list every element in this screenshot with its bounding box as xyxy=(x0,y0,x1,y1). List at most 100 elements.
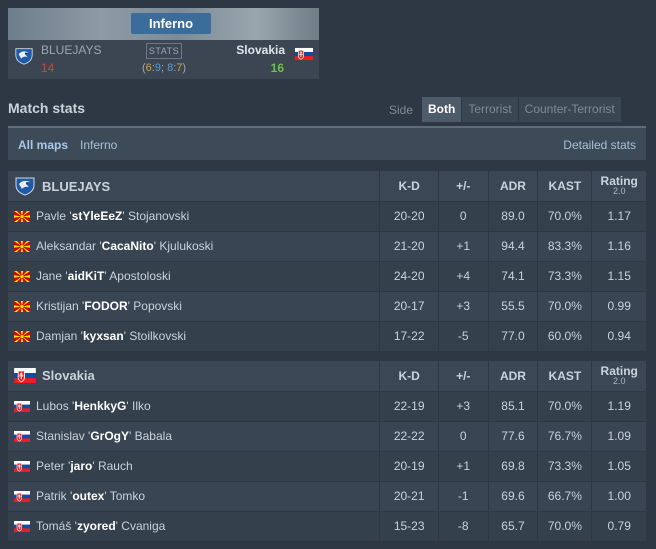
team2-name: Slovakia xyxy=(236,43,285,57)
player-last-name: ' Babala xyxy=(129,429,172,443)
table-row: Kristijan 'FODOR' Popovski 20-17 +3 55.5 70.… xyxy=(8,290,646,321)
rating-cell: 1.19 xyxy=(591,390,646,421)
player-last-name: ' Kjulukoski xyxy=(153,239,214,253)
player-cell[interactable]: Kristijan 'FODOR' Popovski xyxy=(8,290,380,321)
slovakia-flag-icon xyxy=(14,521,30,532)
rating-cell: 1.09 xyxy=(591,420,646,451)
rating-cell: 1.05 xyxy=(591,450,646,481)
player-nickname: zyored xyxy=(76,519,116,534)
player-last-name: ' Rauch xyxy=(92,459,133,473)
rating-cell: 1.17 xyxy=(591,200,646,231)
adr-cell: 55.5 xyxy=(487,290,538,321)
slovakia-flag-icon xyxy=(14,431,30,442)
kast-cell: 76.7% xyxy=(537,420,592,451)
side-ct-button[interactable]: Counter-Terrorist xyxy=(518,97,622,122)
player-last-name: ' Popovski xyxy=(127,299,182,313)
player-last-name: ' Ilko xyxy=(126,399,151,413)
player-nickname: kyxsan xyxy=(82,329,124,344)
side-both-button[interactable]: Both xyxy=(422,97,463,122)
table-row: Stanislav 'GrOgY' Babala 22-22 0 77.6 76.7% 1… xyxy=(8,420,646,451)
kd-cell: 15-23 xyxy=(379,510,439,541)
adr-cell: 69.8 xyxy=(487,450,538,481)
plus-minus-header: +/- xyxy=(437,171,489,201)
player-last-name: ' Apostoloski xyxy=(104,269,171,283)
side-label: Side xyxy=(389,103,414,117)
team2-score: 16 xyxy=(270,61,284,75)
table-row: Jane 'aidKiT' Apostoloski 24-20 +4 74.1 73.3… xyxy=(8,260,646,291)
kd-cell: 20-17 xyxy=(379,290,439,321)
kd-header: K-D xyxy=(379,171,439,201)
team-name[interactable]: Slovakia xyxy=(42,368,95,384)
macedonia-flag-icon xyxy=(14,271,30,282)
kast-header: KAST xyxy=(537,171,592,201)
kast-cell: 73.3% xyxy=(537,450,592,481)
map-result-card[interactable]: Inferno BLUEJAYS 14 STATS (6:9; 8:7) Slo… xyxy=(8,8,319,79)
player-nickname: GrOgY xyxy=(90,429,129,443)
team-stats-table: BLUEJAYS K-D +/- ADR KAST Rating 2.0 Pavle 'stY… xyxy=(8,171,646,351)
kast-cell: 66.7% xyxy=(537,480,592,511)
player-nickname: outex xyxy=(72,489,105,503)
player-cell[interactable]: Pavle 'stYleEeZ' Stojanovski xyxy=(8,200,380,231)
slovakia-flag-icon xyxy=(14,368,36,383)
player-cell[interactable]: Jane 'aidKiT' Apostoloski xyxy=(8,260,380,291)
plus-minus-cell: -1 xyxy=(437,480,489,511)
plus-minus-cell: +3 xyxy=(437,290,489,321)
kd-cell: 17-22 xyxy=(379,320,439,351)
slovakia-flag-icon xyxy=(14,401,30,412)
kd-cell: 20-19 xyxy=(379,450,439,481)
table-row: Damjan 'kyxsan' Stoilkovski 17-22 -5 77.0 60… xyxy=(8,320,646,351)
table-row: Pavle 'stYleEeZ' Stojanovski 20-20 0 89.0 70… xyxy=(8,200,646,231)
bluejays-logo-icon xyxy=(14,176,36,196)
player-cell[interactable]: Peter 'jaro' Rauch xyxy=(8,450,380,481)
player-last-name: ' Cvaniga xyxy=(115,519,166,534)
table-row: Patrik 'outex' Tomko 20-21 -1 69.6 66.7% 1.00 xyxy=(8,480,646,511)
team-header[interactable]: BLUEJAYS xyxy=(8,171,380,201)
player-first-name: Damjan ' xyxy=(36,329,83,344)
adr-cell: 89.0 xyxy=(487,200,538,231)
all-maps-link[interactable]: All maps xyxy=(18,138,69,152)
side-terrorist-button[interactable]: Terrorist xyxy=(462,97,519,122)
team-name[interactable]: BLUEJAYS xyxy=(42,178,111,194)
macedonia-flag-icon xyxy=(14,331,30,342)
kast-cell: 70.0% xyxy=(537,200,592,231)
macedonia-flag-icon xyxy=(14,211,30,222)
team-header[interactable]: Slovakia xyxy=(8,361,380,391)
slovakia-flag-icon xyxy=(14,461,30,472)
team1-name: BLUEJAYS xyxy=(41,43,102,57)
plus-minus-cell: +1 xyxy=(437,450,489,481)
player-nickname: CacaNito xyxy=(101,239,154,253)
kast-header: KAST xyxy=(537,361,592,391)
player-cell[interactable]: Patrik 'outex' Tomko xyxy=(8,480,380,511)
stats-label[interactable]: STATS xyxy=(146,43,182,59)
slovakia-flag-icon xyxy=(295,47,313,61)
rating-cell: 1.15 xyxy=(591,260,646,291)
player-nickname: jaro xyxy=(70,459,93,473)
table-row: Lubos 'HenkkyG' Ilko 22-19 +3 85.1 70.0% 1.19 xyxy=(8,390,646,421)
adr-cell: 69.6 xyxy=(487,480,538,511)
player-first-name: Aleksandar ' xyxy=(36,239,102,253)
rating-header: Rating 2.0 xyxy=(591,361,646,391)
plus-minus-cell: 0 xyxy=(437,420,489,451)
maps-bar: All maps Inferno Detailed stats xyxy=(8,126,646,160)
player-nickname: aidKiT xyxy=(67,269,105,283)
rating-header: Rating 2.0 xyxy=(591,171,646,201)
macedonia-flag-icon xyxy=(14,241,30,252)
player-cell[interactable]: Aleksandar 'CacaNito' Kjulukoski xyxy=(8,230,380,261)
side-toggle: Both Terrorist Counter-Terrorist xyxy=(422,97,622,122)
player-cell[interactable]: Lubos 'HenkkyG' Ilko xyxy=(8,390,380,421)
player-first-name: Tomáš ' xyxy=(36,519,77,534)
plus-minus-cell: -5 xyxy=(437,320,489,351)
half-scores: (6:9; 8:7) xyxy=(142,62,187,74)
player-cell[interactable]: Stanislav 'GrOgY' Babala xyxy=(8,420,380,451)
rating-cell: 0.79 xyxy=(591,510,646,541)
player-first-name: Pavle ' xyxy=(36,209,72,223)
macedonia-flag-icon xyxy=(14,301,30,312)
slovakia-flag-icon xyxy=(14,491,30,502)
detailed-stats-link[interactable]: Detailed stats xyxy=(563,138,636,152)
player-cell[interactable]: Damjan 'kyxsan' Stoilkovski xyxy=(8,320,380,351)
player-cell[interactable]: Tomáš 'zyored' Cvaniga xyxy=(8,510,380,541)
map-link-inferno[interactable]: Inferno xyxy=(80,138,118,152)
rating-cell: 1.16 xyxy=(591,230,646,261)
player-first-name: Kristijan ' xyxy=(36,299,85,313)
kast-cell: 70.0% xyxy=(537,510,592,541)
